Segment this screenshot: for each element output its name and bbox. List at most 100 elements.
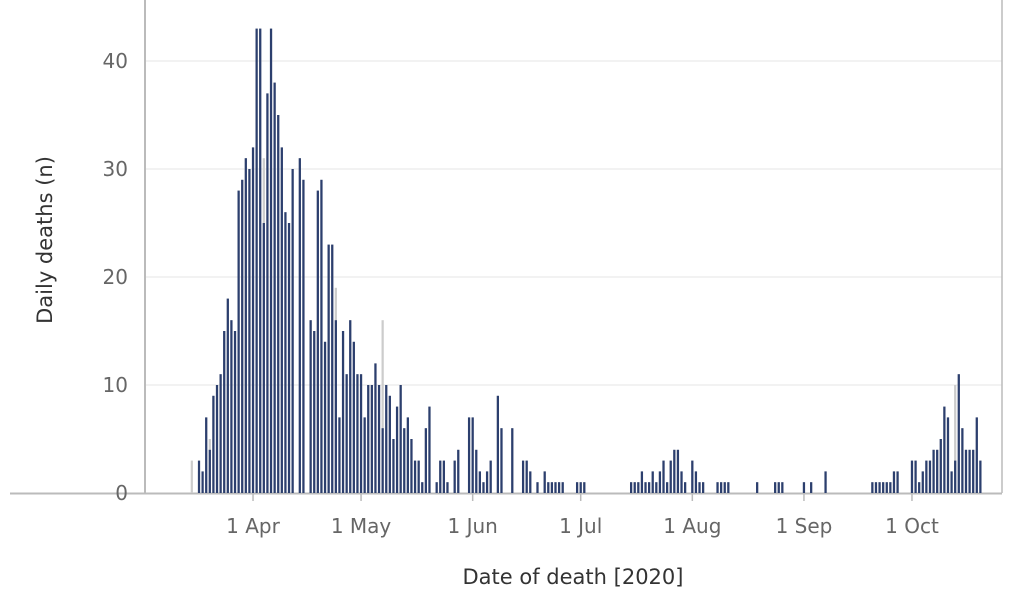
main-bar <box>716 482 719 493</box>
main-bar <box>575 482 579 493</box>
main-bar <box>874 482 878 493</box>
main-bar <box>266 93 269 494</box>
y-axis-ticks: 0 10 20 30 40 <box>103 49 128 505</box>
main-bar <box>309 320 312 493</box>
x-axis-title: Date of death [2020] <box>463 565 684 589</box>
secondary-bar <box>954 385 957 493</box>
main-bar <box>453 460 456 493</box>
main-bar <box>392 439 395 493</box>
main-bar <box>417 460 420 493</box>
main-bar <box>269 28 273 493</box>
main-bar <box>824 471 827 493</box>
main-bar <box>878 482 881 493</box>
main-bar <box>406 417 409 493</box>
x-tick-label: 1 Aug <box>663 514 721 538</box>
secondary-bar <box>381 320 384 493</box>
main-bar <box>648 482 651 493</box>
main-bar <box>547 482 550 493</box>
main-bar <box>320 179 323 494</box>
main-bar <box>485 471 489 493</box>
main-bar <box>428 406 431 493</box>
main-bar <box>226 298 229 493</box>
main-bar <box>579 482 582 493</box>
main-bar <box>774 482 777 493</box>
main-bar <box>511 428 514 493</box>
main-bar <box>248 169 251 493</box>
x-tick-label: 1 May <box>331 514 392 538</box>
main-bar <box>972 449 975 493</box>
main-bar <box>219 374 222 493</box>
main-bar <box>377 385 381 493</box>
main-bar <box>536 482 539 493</box>
main-bar <box>932 449 935 493</box>
main-bar <box>583 482 586 493</box>
main-bar <box>496 395 499 493</box>
main-bar <box>352 341 355 493</box>
main-bar <box>720 482 723 493</box>
main-bar <box>356 374 359 493</box>
main-bar <box>702 482 705 493</box>
main-bar <box>341 331 345 493</box>
main-bar <box>676 449 680 493</box>
main-bar <box>370 385 373 493</box>
axes <box>10 0 1003 495</box>
main-bar <box>885 482 888 493</box>
main-bar <box>925 460 928 493</box>
y-tick-label: 40 <box>103 49 128 73</box>
main-bar <box>475 449 478 493</box>
y-tick-label: 20 <box>103 265 128 289</box>
main-bar <box>205 417 208 493</box>
main-bar <box>439 460 442 493</box>
main-bar <box>561 482 564 493</box>
main-bar <box>381 428 384 493</box>
main-bar <box>388 395 391 493</box>
main-bar <box>871 482 874 493</box>
main-bar <box>629 482 633 493</box>
y-axis-title: Daily deaths (n) <box>33 156 57 324</box>
main-bar <box>554 482 557 493</box>
main-bar <box>457 449 460 493</box>
main-bar <box>521 460 525 493</box>
main-bar <box>482 482 485 493</box>
main-bar <box>669 460 672 493</box>
main-bar <box>979 460 982 493</box>
main-bar <box>662 460 665 493</box>
main-bar <box>478 471 481 493</box>
main-bar <box>208 449 211 493</box>
main-bar <box>334 320 337 493</box>
main-bar <box>395 406 399 493</box>
main-bar <box>950 471 953 493</box>
main-bar <box>421 482 424 493</box>
main-bar <box>223 331 226 493</box>
main-bar <box>946 417 950 493</box>
main-bar <box>939 439 942 493</box>
main-bar <box>882 482 885 493</box>
main-bar <box>237 190 240 493</box>
main-bar <box>892 471 896 493</box>
main-bar <box>331 244 334 493</box>
x-tick-label: 1 Jun <box>448 514 498 538</box>
main-bar <box>284 212 287 493</box>
main-bar <box>802 482 806 493</box>
main-bar <box>910 460 914 493</box>
main-bar <box>280 147 283 493</box>
main-bar <box>327 244 330 493</box>
secondary-bar <box>190 460 193 493</box>
main-bar <box>727 482 730 493</box>
main-bar <box>201 471 204 493</box>
main-bar <box>680 471 683 493</box>
main-bar <box>975 417 978 493</box>
main-bar <box>403 428 406 493</box>
main-bar <box>698 482 701 493</box>
main-bar <box>954 460 957 493</box>
main-bar <box>968 449 971 493</box>
main-bar <box>964 449 968 493</box>
main-bar <box>489 460 492 493</box>
main-bar <box>896 471 899 493</box>
main-bar <box>302 179 305 494</box>
x-tick-label: 1 Jul <box>559 514 602 538</box>
main-bar <box>410 439 413 493</box>
main-bar <box>197 460 201 493</box>
main-bar <box>338 417 341 493</box>
